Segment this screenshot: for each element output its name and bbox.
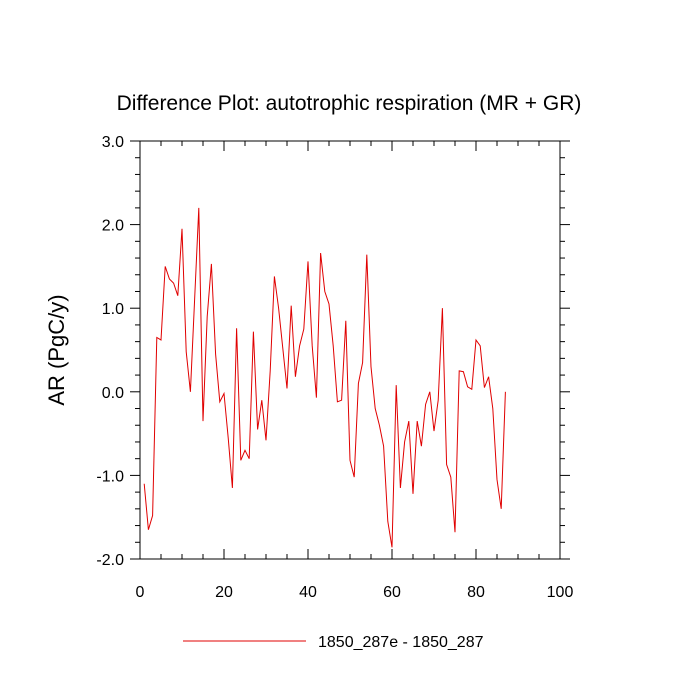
x-tick-label: 20 [215,584,233,601]
y-axis-label-group: AR (PgC/y) [44,294,69,405]
legend-label: 1850_287e - 1850_287 [318,634,484,651]
series-line [143,207,506,548]
x-tick-label: 0 [136,584,145,601]
y-tick-label: 1.0 [102,301,124,318]
y-tick-label: 2.0 [102,218,124,235]
x-tick-label: 80 [467,584,485,601]
y-tick-label: 3.0 [102,134,124,151]
x-tick-label: 40 [299,584,317,601]
x-tick-label: 60 [383,584,401,601]
series-layer [143,207,506,548]
y-axis-label: AR (PgC/y) [44,294,69,405]
x-tick-label: 100 [547,584,574,601]
y-tick-label: -2.0 [96,552,124,569]
axis-ticks [130,140,570,560]
axis-tick-labels: 0 20 40 60 80 100 -2.0 -1.0 0.0 1.0 2.0 3.0 [96,134,573,601]
y-tick-label: 0.0 [102,385,124,402]
y-tick-label: -1.0 [96,468,124,485]
legend: 1850_287e - 1850_287 [183,634,484,651]
chart-title: Difference Plot: autotrophic respiration… [117,92,582,115]
plot-frame [139,140,561,560]
